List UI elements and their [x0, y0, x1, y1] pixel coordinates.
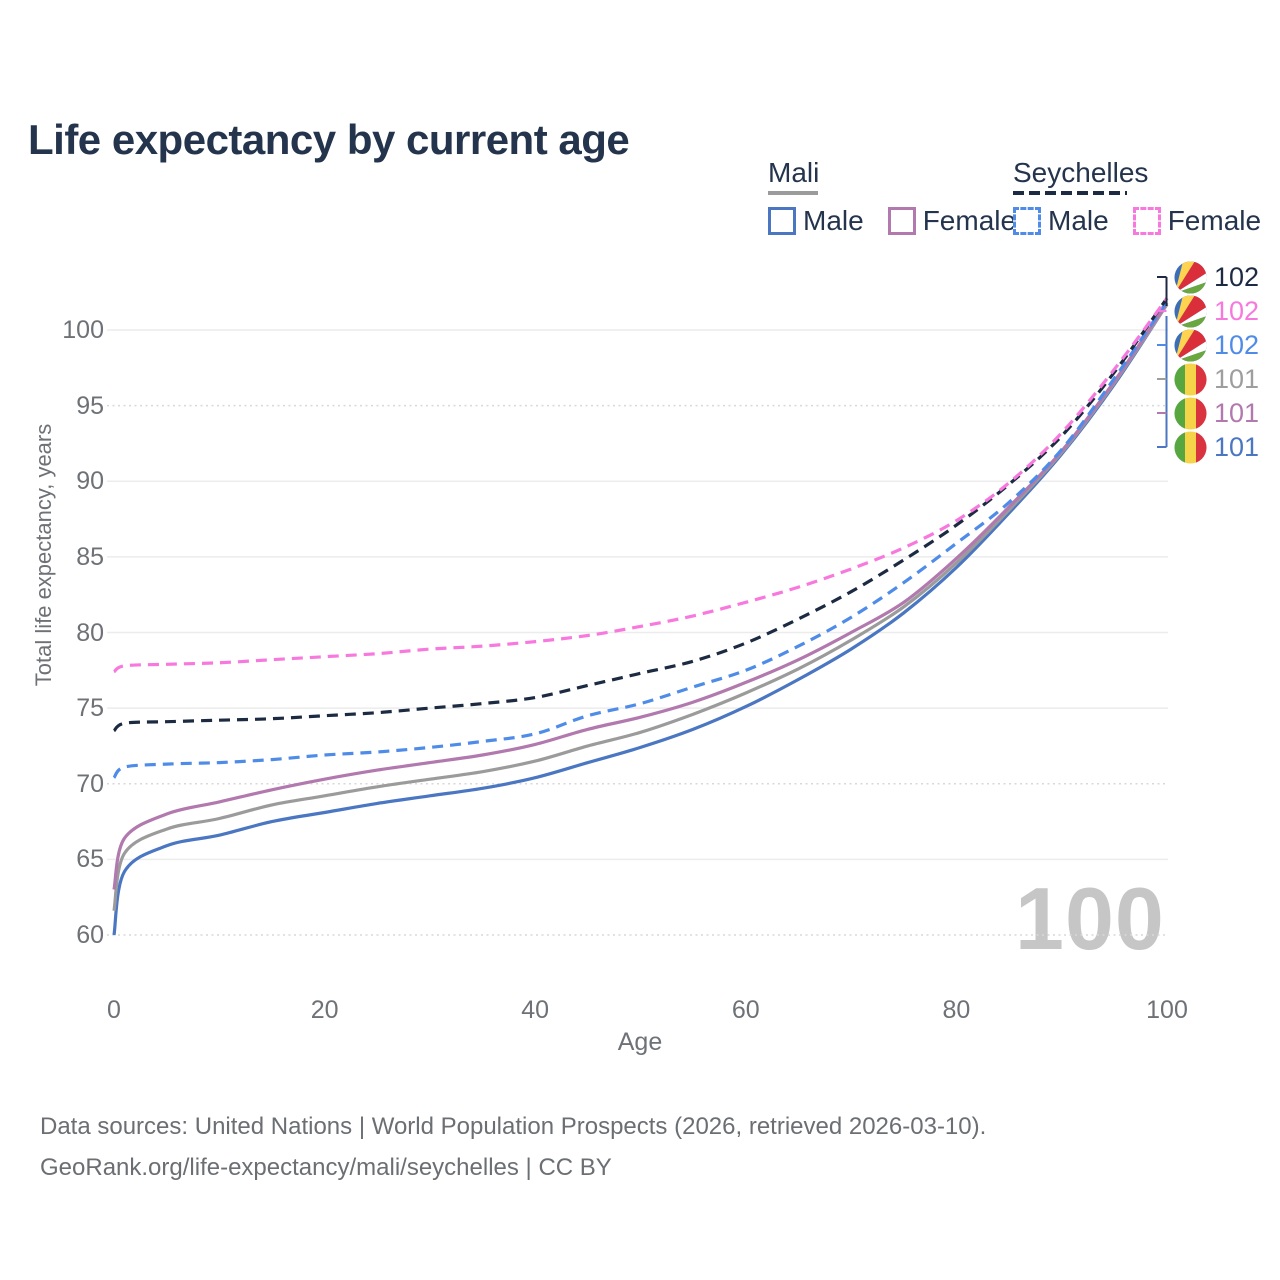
legend-swatch-seychelles-female[interactable] [1132, 207, 1161, 235]
end-label-value: 102 [1214, 295, 1260, 326]
mali-flag-icon [1174, 430, 1207, 464]
end-label-row-1: 102 [1174, 294, 1259, 328]
end-label-row-5: 101 [1174, 430, 1259, 464]
legend-group-mali: Mali Male Female [768, 158, 1016, 237]
legend-label-mali-female: Female [922, 205, 1017, 236]
x-tick-100: 100 [1146, 996, 1188, 1024]
end-label-value: 101 [1214, 397, 1260, 428]
y-tick-85: 85 [76, 542, 104, 571]
y-tick-95: 95 [76, 391, 104, 420]
y-axis-title: Total life expectancy, years [31, 423, 56, 687]
y-tick-90: 90 [76, 467, 104, 496]
footer-url-line: GeoRank.org/life-expectancy/mali/seychel… [40, 1154, 612, 1181]
series-line-mali-female[interactable] [112, 301, 1169, 890]
end-label-value: 101 [1214, 363, 1260, 394]
legend-label-seychelles-male: Male [1048, 205, 1109, 236]
end-label-value: 101 [1214, 431, 1260, 462]
series-line-mali-male[interactable] [112, 303, 1169, 936]
x-axis-title: Age [617, 1028, 663, 1056]
legend-swatch-mali-female[interactable] [887, 207, 916, 235]
x-tick-20: 20 [310, 996, 339, 1024]
legend-group-seychelles: Seychelles Male Female [1013, 158, 1261, 237]
x-tick-80: 80 [942, 996, 971, 1024]
seychelles-flag-icon [1174, 260, 1207, 294]
age-watermark: 100 [1015, 869, 1165, 968]
footer: Data sources: United Nations | World Pop… [40, 1106, 986, 1188]
seychelles-flag-icon [1174, 294, 1207, 328]
mali-flag-icon [1174, 396, 1207, 430]
seychelles-flag-icon [1174, 328, 1207, 362]
series-line-seychelles-both[interactable] [112, 297, 1169, 733]
y-tick-70: 70 [76, 769, 104, 798]
chart-title: Life expectancy by current age [28, 116, 630, 164]
end-label-row-2: 102 [1174, 328, 1259, 362]
legend-label-mali-male: Male [803, 205, 864, 236]
legend-country-mali[interactable]: Mali [768, 157, 820, 188]
legend-swatch-mali-male[interactable] [768, 207, 796, 235]
series-line-seychelles-male[interactable] [112, 300, 1169, 779]
end-label-row-3: 101 [1174, 362, 1259, 396]
y-tick-60: 60 [76, 921, 104, 949]
legend-label-seychelles-female: Female [1167, 205, 1262, 236]
seychelles-underline-swatch [1013, 191, 1127, 195]
legend-swatch-seychelles-male[interactable] [1013, 207, 1041, 235]
y-tick-100: 100 [62, 316, 104, 344]
y-tick-80: 80 [76, 618, 104, 647]
x-tick-60: 60 [731, 996, 760, 1024]
footer-source-line: Data sources: United Nations | World Pop… [40, 1113, 987, 1140]
mali-flag-icon [1174, 362, 1207, 396]
end-label-value: 102 [1214, 329, 1260, 360]
y-tick-75: 75 [76, 694, 104, 723]
x-tick-0: 0 [107, 996, 121, 1024]
end-label-row-0: 102 [1174, 260, 1259, 294]
series-line-seychelles-female[interactable] [112, 297, 1169, 674]
mali-underline-swatch [768, 191, 818, 195]
x-tick-40: 40 [521, 996, 550, 1024]
series-line-mali-both[interactable] [112, 303, 1169, 912]
y-tick-65: 65 [76, 845, 104, 874]
end-label-row-4: 101 [1174, 396, 1259, 430]
end-label-value: 102 [1214, 261, 1260, 292]
series-end-labels: 102 102 102 101 101 101 [1174, 260, 1259, 464]
legend-country-seychelles[interactable]: Seychelles [1013, 157, 1149, 188]
